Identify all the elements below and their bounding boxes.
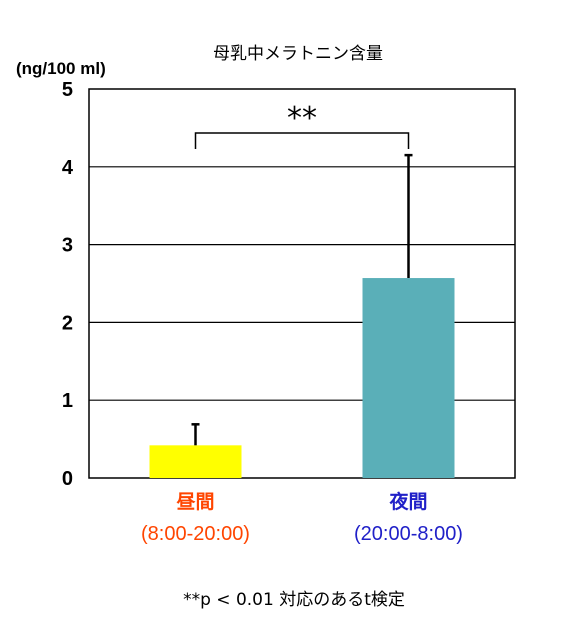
y-tick-label: 1: [62, 390, 73, 412]
y-tick-label: 4: [62, 157, 74, 179]
y-tick-label: 5: [62, 79, 73, 101]
footnote: **p < 0.01 対応のあるt検定: [183, 590, 405, 610]
plot-area: [88, 88, 516, 479]
significance-bracket: [194, 132, 410, 149]
y-tick-label: 2: [62, 312, 73, 334]
chart-title: 母乳中メラトニン含量: [213, 44, 383, 64]
x-tick-range-label: (8:00-20:00): [141, 523, 250, 545]
bar: [149, 445, 242, 478]
x-tick-range-label: (20:00-8:00): [354, 523, 463, 545]
y-tick-labels: 0 1 2 3 4 5: [62, 79, 74, 490]
y-tick-label: 0: [62, 468, 73, 490]
y-tick-label: 3: [62, 235, 73, 257]
x-axis-labels: 昼間 (8:00-20:00) 夜間 (20:00-8:00): [141, 490, 463, 545]
bars: [149, 153, 455, 478]
x-tick-label: 夜間: [388, 490, 427, 513]
significance-marker: **: [287, 101, 317, 136]
bar: [362, 278, 455, 478]
x-tick-label: 昼間: [176, 491, 214, 513]
y-axis-label: (ng/100 ml): [16, 59, 106, 78]
